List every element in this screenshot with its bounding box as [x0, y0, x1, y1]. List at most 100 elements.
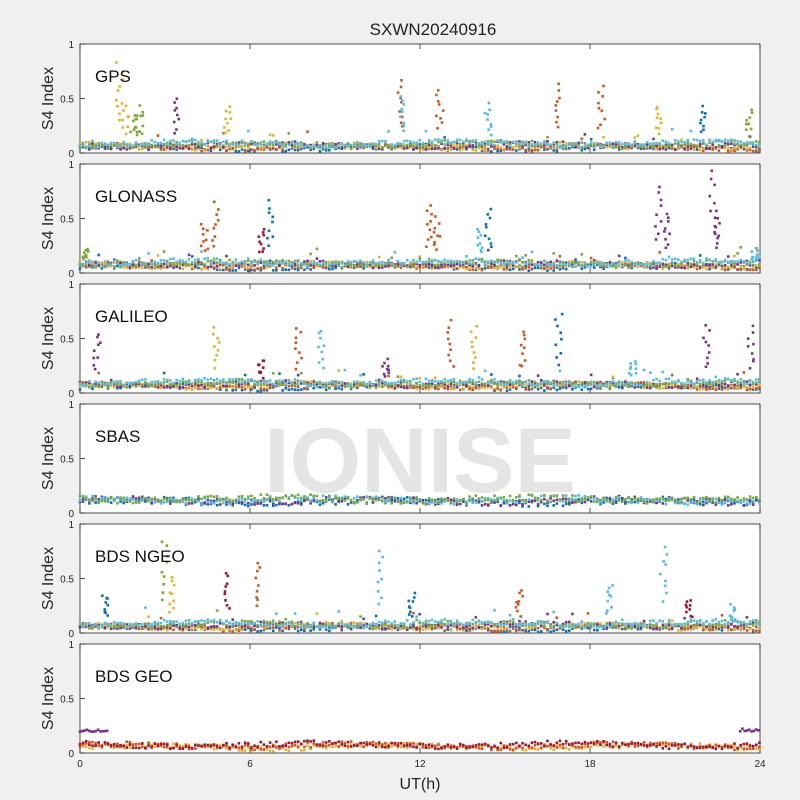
- data-point: [225, 386, 228, 390]
- data-point: [480, 268, 484, 272]
- data-point: [340, 381, 344, 384]
- data-point: [730, 263, 733, 267]
- data-point: [568, 262, 571, 266]
- data-point: [109, 146, 113, 150]
- panel-label: GLONASS: [95, 187, 177, 206]
- spike-point: [267, 229, 271, 233]
- data-point: [736, 143, 739, 146]
- data-point: [745, 268, 749, 271]
- data-point: [717, 144, 721, 148]
- data-point: [624, 261, 627, 265]
- spike-point: [173, 101, 176, 104]
- data-point: [614, 145, 618, 149]
- data-point: [683, 260, 686, 263]
- data-point: [568, 501, 571, 504]
- data-point: [493, 147, 496, 151]
- data-point: [751, 264, 755, 267]
- data-point: [530, 499, 534, 503]
- data-point: [259, 266, 263, 270]
- spike-point: [750, 250, 754, 253]
- data-point: [630, 263, 633, 266]
- data-point: [209, 383, 213, 386]
- data-point: [349, 383, 353, 387]
- data-point: [543, 141, 546, 145]
- data-point: [103, 383, 107, 387]
- spike-point: [175, 113, 179, 117]
- data-point: [568, 146, 571, 150]
- data-point: [100, 264, 104, 268]
- data-point: [527, 258, 531, 262]
- data-point: [396, 146, 400, 149]
- data-point: [558, 383, 562, 387]
- data-point: [645, 500, 649, 503]
- data-point: [231, 262, 235, 266]
- data-point: [536, 148, 540, 152]
- data-point: [592, 142, 596, 145]
- data-point: [331, 143, 334, 146]
- data-point: [172, 257, 175, 261]
- data-point: [234, 261, 238, 265]
- data-point: [134, 497, 138, 500]
- spike-point: [322, 366, 325, 370]
- data-point: [206, 265, 210, 269]
- data-point: [733, 262, 736, 265]
- data-point: [324, 146, 328, 150]
- data-point: [262, 260, 266, 264]
- data-point: [169, 264, 172, 268]
- data-point: [84, 261, 88, 265]
- data-point: [726, 504, 730, 507]
- data-point: [698, 502, 702, 506]
- spike-point: [401, 99, 404, 102]
- spike-point: [399, 96, 402, 100]
- data-point: [524, 142, 527, 145]
- data-point: [209, 501, 213, 504]
- data-point: [362, 496, 365, 499]
- data-point: [686, 138, 690, 142]
- data-point: [78, 260, 82, 263]
- data-point: [97, 142, 100, 145]
- spike-point: [257, 370, 261, 374]
- data-point: [564, 147, 568, 151]
- data-point: [686, 261, 690, 265]
- data-point: [271, 500, 275, 503]
- data-point: [159, 386, 163, 390]
- data-point: [240, 388, 244, 392]
- data-point: [334, 385, 337, 388]
- data-point: [156, 261, 160, 265]
- data-point: [661, 146, 665, 150]
- data-point: [739, 268, 743, 271]
- data-point: [462, 266, 465, 269]
- data-point: [315, 257, 319, 260]
- data-point: [384, 144, 387, 147]
- data-point: [758, 386, 761, 389]
- data-point: [172, 381, 175, 385]
- data-point: [518, 383, 521, 387]
- data-point: [415, 497, 418, 501]
- spike-point: [703, 112, 707, 115]
- data-point: [518, 258, 521, 261]
- data-point: [645, 381, 649, 384]
- spike-point: [487, 237, 491, 241]
- data-point: [530, 250, 534, 254]
- data-point: [228, 265, 231, 268]
- spike-point: [520, 364, 523, 368]
- data-point: [614, 142, 618, 145]
- data-point: [119, 265, 122, 269]
- data-point: [440, 141, 443, 144]
- data-point: [159, 264, 163, 268]
- data-point: [187, 253, 191, 257]
- data-point: [499, 258, 503, 262]
- data-point: [200, 387, 203, 390]
- data-point: [97, 145, 100, 149]
- data-points: [78, 169, 761, 273]
- data-point: [162, 262, 166, 266]
- data-point: [755, 268, 758, 272]
- data-point: [331, 262, 334, 266]
- data-point: [97, 263, 100, 266]
- data-point: [530, 263, 534, 267]
- data-point: [84, 381, 88, 385]
- data-point: [209, 499, 213, 503]
- data-point: [91, 260, 94, 264]
- data-point: [231, 504, 235, 507]
- data-point: [396, 386, 400, 389]
